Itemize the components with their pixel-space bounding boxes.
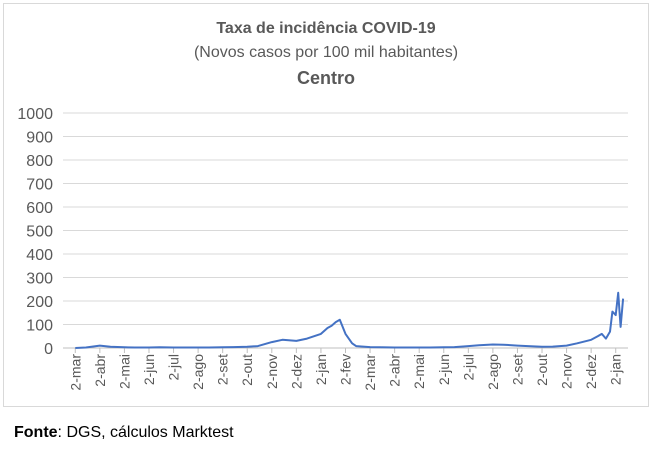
y-tick-label: 700 — [26, 177, 53, 194]
y-tick-label: 400 — [26, 247, 53, 264]
x-tick-label: 2-nov — [559, 354, 575, 389]
axis-layer — [63, 347, 628, 353]
x-tick-label: 2-dez — [288, 354, 304, 389]
x-tick-label: 2-mai — [116, 354, 132, 389]
x-tick-label: 2-jul — [460, 354, 476, 380]
x-tick-label: 2-ago — [485, 354, 501, 390]
x-tick-label: 2-dez — [583, 354, 599, 389]
x-tick-label: 2-set — [215, 354, 231, 385]
y-tick-label: 200 — [26, 294, 53, 311]
y-tick-label: 900 — [26, 130, 53, 147]
x-tick-label: 2-jan — [313, 354, 329, 385]
y-tick-label: 100 — [26, 318, 53, 335]
x-tick-label: 2-mar — [67, 354, 83, 391]
y-tick-label: 1000 — [17, 106, 53, 123]
y-tick-label: 600 — [26, 200, 53, 217]
y-tick-label: 300 — [26, 271, 53, 288]
x-tick-label: 2-nov — [264, 354, 280, 389]
x-tick-label: 2-out — [239, 354, 255, 386]
chart-subtitle: (Novos casos por 100 mil habitantes) — [193, 44, 459, 61]
x-tick-label: 2-mar — [362, 354, 378, 391]
x-tick-label: 2-abr — [92, 354, 108, 387]
x-tick-label: 2-abr — [387, 354, 403, 387]
y-tick-label: 0 — [44, 341, 53, 358]
x-tick-label: 2-jul — [166, 354, 182, 380]
x-tick-label: 2-mai — [411, 354, 427, 389]
y-tick-label: 500 — [26, 224, 53, 241]
y-tick-labels: 0 100 200 300 400 500 600 700 800 900 1000 — [17, 106, 53, 358]
source-text: : DGS, cálculos Marktest — [57, 424, 234, 441]
x-tick-label: 2-fev — [338, 354, 354, 385]
source-note: Fonte: DGS, cálculos Marktest — [14, 424, 234, 442]
x-tick-labels: 2-mar 2-abr 2-mai 2-jun 2-jul 2-ago 2-set 2-out… — [67, 354, 623, 391]
series-line-centro — [75, 291, 625, 349]
source-label: Fonte — [14, 424, 58, 441]
x-tick-label: 2-ago — [190, 354, 206, 390]
x-tick-label: 2-set — [509, 354, 525, 385]
grid-layer — [63, 112, 628, 325]
y-tick-label: 800 — [26, 153, 53, 170]
chart-region-title: Centro — [297, 68, 355, 88]
x-tick-label: 2-jun — [436, 354, 452, 385]
x-tick-label: 2-out — [534, 354, 550, 386]
series-layer — [75, 291, 625, 349]
x-tick-label: 2-jan — [608, 354, 624, 385]
chart-frame: Taxa de incidência COVID-19 (Novos casos… — [3, 3, 649, 407]
x-tick-label: 2-jun — [141, 354, 157, 385]
chart-title: Taxa de incidência COVID-19 — [216, 20, 436, 37]
